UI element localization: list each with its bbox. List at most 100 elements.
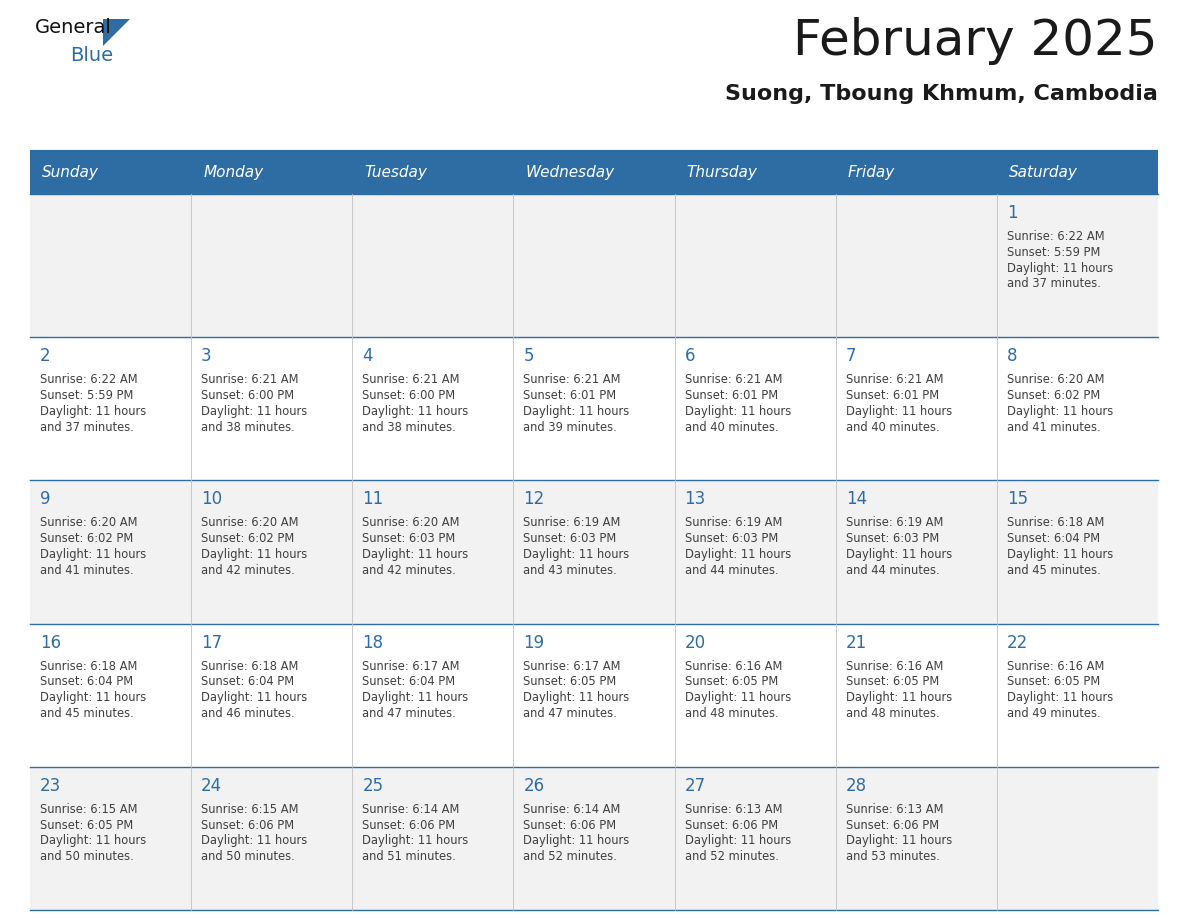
Text: Sunrise: 6:13 AM: Sunrise: 6:13 AM [846, 803, 943, 816]
Text: Sunday: Sunday [42, 165, 99, 181]
Text: 20: 20 [684, 633, 706, 652]
Text: Sunset: 6:02 PM: Sunset: 6:02 PM [40, 532, 133, 545]
Text: and 50 minutes.: and 50 minutes. [201, 850, 295, 863]
Text: Daylight: 11 hours: Daylight: 11 hours [846, 834, 952, 847]
Text: Sunset: 6:02 PM: Sunset: 6:02 PM [201, 532, 295, 545]
Text: and 44 minutes.: and 44 minutes. [846, 564, 940, 577]
Text: and 37 minutes.: and 37 minutes. [40, 420, 134, 433]
Text: Sunrise: 6:21 AM: Sunrise: 6:21 AM [524, 374, 621, 386]
Text: Wednesday: Wednesday [525, 165, 614, 181]
Text: Sunset: 6:04 PM: Sunset: 6:04 PM [40, 676, 133, 688]
Text: 14: 14 [846, 490, 867, 509]
Text: and 47 minutes.: and 47 minutes. [524, 707, 618, 720]
Text: Sunset: 6:03 PM: Sunset: 6:03 PM [684, 532, 778, 545]
Text: Sunset: 6:01 PM: Sunset: 6:01 PM [524, 389, 617, 402]
Text: and 52 minutes.: and 52 minutes. [524, 850, 618, 863]
Text: Daylight: 11 hours: Daylight: 11 hours [40, 691, 146, 704]
Text: 6: 6 [684, 347, 695, 365]
Text: 5: 5 [524, 347, 533, 365]
Text: Sunset: 6:05 PM: Sunset: 6:05 PM [846, 676, 939, 688]
Text: and 49 minutes.: and 49 minutes. [1007, 707, 1100, 720]
Text: and 38 minutes.: and 38 minutes. [362, 420, 456, 433]
Text: Daylight: 11 hours: Daylight: 11 hours [524, 834, 630, 847]
Text: and 48 minutes.: and 48 minutes. [684, 707, 778, 720]
Polygon shape [103, 19, 129, 46]
Text: Sunset: 6:00 PM: Sunset: 6:00 PM [201, 389, 295, 402]
Text: 10: 10 [201, 490, 222, 509]
Text: Sunrise: 6:19 AM: Sunrise: 6:19 AM [684, 517, 782, 530]
Text: and 45 minutes.: and 45 minutes. [1007, 564, 1100, 577]
Text: Sunrise: 6:14 AM: Sunrise: 6:14 AM [524, 803, 621, 816]
Text: Daylight: 11 hours: Daylight: 11 hours [846, 405, 952, 418]
Bar [30, 194, 1158, 337]
Text: Sunrise: 6:21 AM: Sunrise: 6:21 AM [362, 374, 460, 386]
Text: Sunrise: 6:15 AM: Sunrise: 6:15 AM [201, 803, 298, 816]
Text: and 53 minutes.: and 53 minutes. [846, 850, 940, 863]
Text: Sunrise: 6:19 AM: Sunrise: 6:19 AM [524, 517, 621, 530]
Text: Sunset: 6:06 PM: Sunset: 6:06 PM [524, 819, 617, 832]
Text: Sunset: 6:06 PM: Sunset: 6:06 PM [846, 819, 939, 832]
Text: Monday: Monday [203, 165, 264, 181]
Text: Daylight: 11 hours: Daylight: 11 hours [1007, 691, 1113, 704]
Text: Sunset: 6:02 PM: Sunset: 6:02 PM [1007, 389, 1100, 402]
Text: Daylight: 11 hours: Daylight: 11 hours [1007, 405, 1113, 418]
Text: and 40 minutes.: and 40 minutes. [846, 420, 940, 433]
Text: Daylight: 11 hours: Daylight: 11 hours [201, 691, 308, 704]
Text: Sunset: 6:06 PM: Sunset: 6:06 PM [362, 819, 455, 832]
Text: 17: 17 [201, 633, 222, 652]
Text: and 38 minutes.: and 38 minutes. [201, 420, 295, 433]
Text: Sunrise: 6:18 AM: Sunrise: 6:18 AM [1007, 517, 1104, 530]
Text: and 44 minutes.: and 44 minutes. [684, 564, 778, 577]
Text: 18: 18 [362, 633, 384, 652]
Text: Sunset: 6:04 PM: Sunset: 6:04 PM [1007, 532, 1100, 545]
Text: 16: 16 [40, 633, 61, 652]
Text: Sunrise: 6:15 AM: Sunrise: 6:15 AM [40, 803, 138, 816]
Text: Sunrise: 6:20 AM: Sunrise: 6:20 AM [201, 517, 298, 530]
Text: Sunrise: 6:17 AM: Sunrise: 6:17 AM [362, 660, 460, 673]
Text: Sunrise: 6:21 AM: Sunrise: 6:21 AM [201, 374, 298, 386]
Text: and 51 minutes.: and 51 minutes. [362, 850, 456, 863]
Text: Sunset: 6:06 PM: Sunset: 6:06 PM [201, 819, 295, 832]
Text: Sunset: 6:05 PM: Sunset: 6:05 PM [40, 819, 133, 832]
Text: 13: 13 [684, 490, 706, 509]
Text: Sunrise: 6:22 AM: Sunrise: 6:22 AM [1007, 230, 1105, 243]
Text: Daylight: 11 hours: Daylight: 11 hours [201, 405, 308, 418]
Text: and 41 minutes.: and 41 minutes. [40, 564, 133, 577]
Text: 19: 19 [524, 633, 544, 652]
Text: Daylight: 11 hours: Daylight: 11 hours [40, 834, 146, 847]
Text: Sunrise: 6:13 AM: Sunrise: 6:13 AM [684, 803, 782, 816]
Text: Sunrise: 6:17 AM: Sunrise: 6:17 AM [524, 660, 621, 673]
Text: Sunset: 6:01 PM: Sunset: 6:01 PM [684, 389, 778, 402]
Text: and 42 minutes.: and 42 minutes. [362, 564, 456, 577]
Text: Daylight: 11 hours: Daylight: 11 hours [684, 691, 791, 704]
Text: Blue: Blue [70, 46, 113, 65]
Text: Sunrise: 6:20 AM: Sunrise: 6:20 AM [40, 517, 138, 530]
Text: Sunset: 6:00 PM: Sunset: 6:00 PM [362, 389, 455, 402]
Text: and 50 minutes.: and 50 minutes. [40, 850, 134, 863]
Text: Daylight: 11 hours: Daylight: 11 hours [846, 548, 952, 561]
Bar [30, 480, 1158, 623]
Text: and 45 minutes.: and 45 minutes. [40, 707, 134, 720]
Text: 22: 22 [1007, 633, 1028, 652]
Text: Sunset: 6:05 PM: Sunset: 6:05 PM [524, 676, 617, 688]
Text: Daylight: 11 hours: Daylight: 11 hours [684, 548, 791, 561]
Text: 11: 11 [362, 490, 384, 509]
Text: Sunrise: 6:14 AM: Sunrise: 6:14 AM [362, 803, 460, 816]
Text: Sunset: 6:05 PM: Sunset: 6:05 PM [1007, 676, 1100, 688]
Text: Sunrise: 6:22 AM: Sunrise: 6:22 AM [40, 374, 138, 386]
Text: Daylight: 11 hours: Daylight: 11 hours [201, 834, 308, 847]
Text: and 48 minutes.: and 48 minutes. [846, 707, 940, 720]
Text: Daylight: 11 hours: Daylight: 11 hours [40, 405, 146, 418]
Text: Sunset: 6:03 PM: Sunset: 6:03 PM [524, 532, 617, 545]
Text: Daylight: 11 hours: Daylight: 11 hours [846, 691, 952, 704]
Text: Sunrise: 6:18 AM: Sunrise: 6:18 AM [40, 660, 138, 673]
Text: and 47 minutes.: and 47 minutes. [362, 707, 456, 720]
Text: Sunrise: 6:20 AM: Sunrise: 6:20 AM [1007, 374, 1105, 386]
Text: Daylight: 11 hours: Daylight: 11 hours [684, 834, 791, 847]
Bar [30, 767, 1158, 910]
Text: Daylight: 11 hours: Daylight: 11 hours [524, 691, 630, 704]
Text: Tuesday: Tuesday [365, 165, 428, 181]
Text: 15: 15 [1007, 490, 1028, 509]
Text: 27: 27 [684, 777, 706, 795]
Text: Sunrise: 6:16 AM: Sunrise: 6:16 AM [684, 660, 782, 673]
